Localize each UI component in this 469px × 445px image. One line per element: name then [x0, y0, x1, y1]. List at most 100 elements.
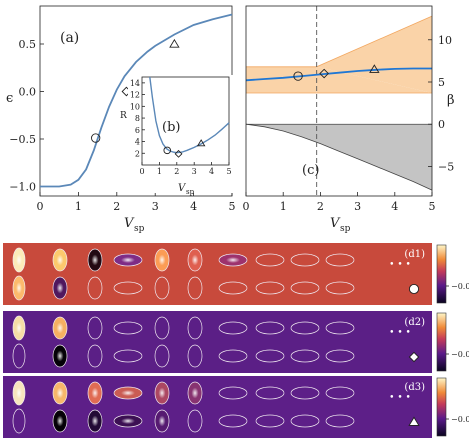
heatmap-3-bottom-outline [154, 409, 170, 433]
heatmap-2-top-outline [113, 321, 143, 335]
panel-c-wedge-edge [316, 15, 433, 68]
heatmap-3-label: (d3) [404, 382, 425, 393]
heatmap-1-top-glow [226, 257, 240, 263]
panel-b-xtick-label: 2 [174, 167, 179, 176]
heatmap-1-circle-marker [408, 283, 420, 295]
panel-c-ytick-label: 0 [438, 118, 445, 131]
panel-a-xtick-label: 0 [37, 200, 44, 213]
heatmap-3-top-glow [16, 387, 22, 399]
panel-c-xtick-label: 2 [317, 200, 324, 213]
heatmap-2-bottom-outline [187, 344, 203, 368]
heatmap-2-top-outline [154, 316, 170, 340]
heatmap-3-bottom-outline [187, 409, 203, 433]
heatmap-1-top-glow [191, 254, 199, 266]
panel-c-ytick-label: 10 [438, 34, 452, 47]
panel-c-xtick-label: 3 [354, 200, 361, 213]
heatmap-3-top-outline [255, 386, 285, 400]
heatmap-2-bottom-outline [255, 349, 285, 363]
panel-a-xtick-label: 5 [229, 200, 236, 213]
heatmap-1-bottom-outline [12, 275, 26, 301]
panel-a-chart: 0 1 2 3 4 5−1.0−0.50.00.5 [9, 5, 236, 213]
heatmap-2-top-glow [16, 322, 22, 334]
heatmap-1-top-outline [187, 248, 203, 272]
panel-b-xlabel: V [178, 183, 187, 194]
heatmap-3-background [3, 376, 432, 438]
heatmap-3-top-glow [56, 387, 64, 399]
heatmap-1-top-outline [290, 253, 320, 267]
heatmap-3-top-glow [191, 387, 199, 399]
panel-b-frame [141, 76, 230, 166]
heatmap-2-top-outline [255, 321, 285, 335]
heatmap-2-bottom-outline [113, 349, 143, 363]
panel-a-ylabel: ϵ [6, 91, 13, 106]
panel-b-circle-marker [163, 146, 171, 155]
panel-c-ylabel: β [447, 93, 455, 108]
heatmap-3-top-outline [87, 381, 103, 405]
panel-c-ytick-label: −5 [438, 160, 454, 173]
heatmap-1-top-glow [56, 254, 64, 266]
panel-a-ytick-label: −0.5 [9, 133, 36, 146]
panel-c-ytick-label: 5 [438, 76, 445, 89]
heatmap-3-top-outline [154, 381, 170, 405]
panel-c-xtick-label: 4 [391, 200, 398, 213]
panel-b-diamond-marker [174, 149, 183, 158]
panel-b-xlabel-sub: sp [186, 188, 195, 196]
panel-c-label: (c) [302, 163, 319, 178]
heatmap-1-top-outline [12, 247, 26, 273]
panel-c-triangle-marker [369, 64, 380, 73]
heatmap-3-bottom-outline [290, 414, 320, 428]
panel-c-wedge [316, 16, 432, 93]
heatmap-2-top-outline [325, 321, 355, 335]
panel-b-ytick-label: 14 [130, 79, 140, 88]
heatmap-3-bottom-glow [56, 415, 64, 427]
panel-a-xlabel: V [124, 216, 135, 231]
heatmap-2-bottom-outline [290, 349, 320, 363]
heatmap-1-bottom-outline [187, 276, 203, 300]
heatmap-1-top-glow [16, 254, 22, 266]
panel-a-series-line [40, 13, 233, 188]
heatmap-2-top-glow [56, 322, 64, 334]
heatmap-2-top-outline [52, 316, 68, 340]
heatmap-2-top-outline [290, 321, 320, 335]
heatmap-3-bottom-outline [12, 408, 26, 434]
heatmap-3-top-glow [121, 390, 135, 396]
panel-b-triangle-marker [196, 139, 206, 147]
panel-a-ytick-label: −1.0 [9, 181, 36, 194]
panel-c-xlabel-sub: sp [340, 224, 351, 234]
heatmap-2-top-outline [12, 315, 26, 341]
panel-b-xtick-label: 5 [226, 167, 231, 176]
heatmap-2-bottom-outline [218, 349, 248, 363]
heatmap-1-colorbar [436, 244, 447, 304]
panel-c-gray-area [246, 124, 432, 191]
heatmap-1-bottom-outline [113, 281, 143, 295]
panel-a-circle-marker [91, 133, 101, 143]
heatmap-1-bottom-outline [87, 276, 103, 300]
heatmap-1-bottom-outline [290, 281, 320, 295]
panel-a-xtick-label: 3 [152, 200, 159, 213]
heatmap-1-top-outline [218, 253, 248, 267]
panel-b-xtick-label: 3 [192, 167, 197, 176]
panel-b-ytick-label: 4 [135, 138, 140, 147]
heatmap-3-bottom-outline [87, 409, 103, 433]
heatmap-2-bottom-outline [52, 344, 68, 368]
heatmap-1-top-glow [121, 257, 135, 263]
heatmap-1-top-outline [113, 253, 143, 267]
heatmap-1-bottom-outline [325, 281, 355, 295]
panel-a-label: (a) [60, 30, 79, 46]
panel-c-band [246, 66, 317, 93]
heatmap-3-top-glow [158, 387, 166, 399]
heatmap-1-top-outline [255, 253, 285, 267]
heatmap-1-bottom-outline [218, 281, 248, 295]
panel-b-xtick-label: 0 [139, 167, 144, 176]
heatmap-3-top-outline [52, 381, 68, 405]
heatmap-1-ellipsis: • • • [389, 260, 411, 270]
heatmap-2-bottom-outline [12, 343, 26, 369]
heatmap-1-background [3, 243, 432, 305]
panel-a-triangle-marker [169, 38, 180, 48]
panel-c-wedge-lower [316, 66, 432, 93]
heatmap-1-bottom-outline [154, 276, 170, 300]
panel-b-ytick-label: 6 [135, 126, 140, 135]
heatmap-2-diamond-marker [408, 351, 420, 363]
